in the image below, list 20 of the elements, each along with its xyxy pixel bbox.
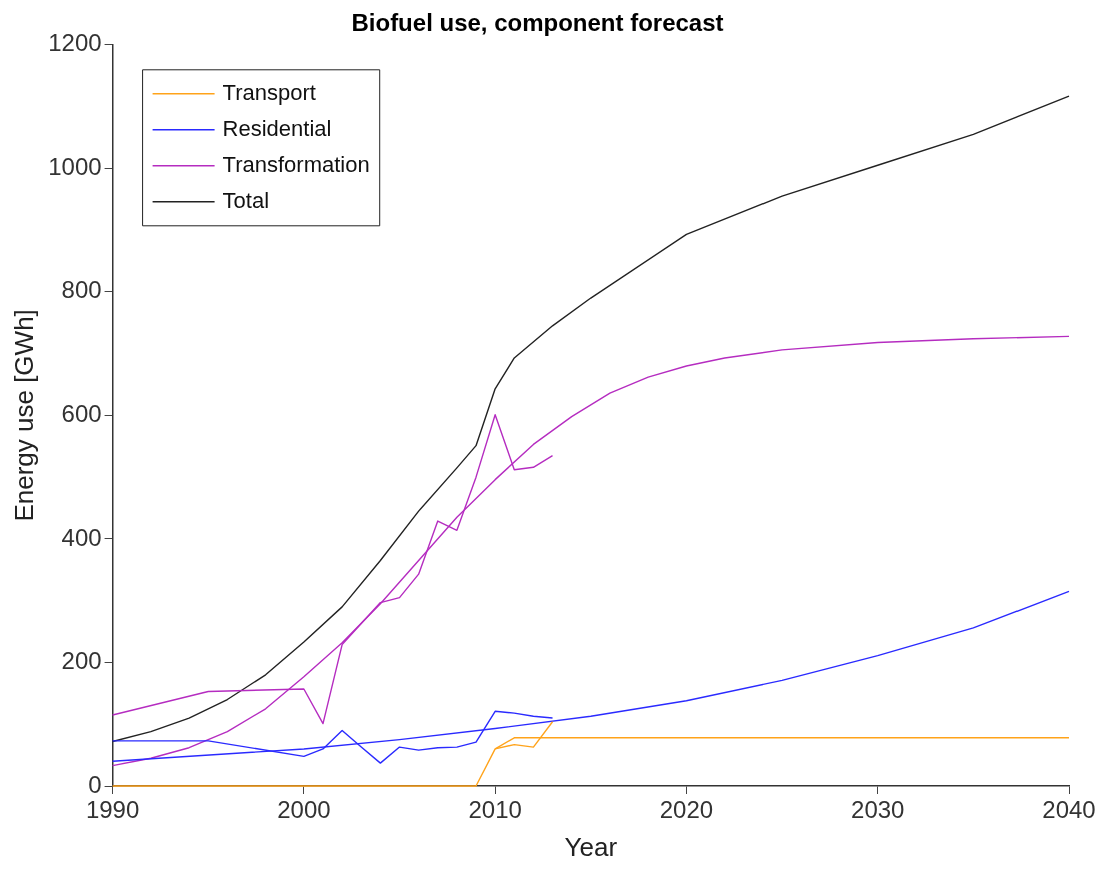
chart-title: Biofuel use, component forecast [351,9,724,37]
x-tick-label: 2030 [851,796,905,824]
x-axis-title: Year [564,831,618,862]
y-tick-label: 0 [88,770,102,798]
y-tick-label: 1000 [48,152,102,180]
x-tick-label: 2020 [659,796,714,824]
legend-label: Total [222,187,270,213]
legend-label: Residential [222,115,332,141]
y-axis-title: Energy use [GWh] [8,309,39,522]
legend-label: Transport [222,79,316,105]
y-tick-label: 400 [61,523,102,551]
y-tick-label: 1200 [48,29,102,57]
x-tick-label: 2010 [468,796,522,824]
y-tick-label: 800 [61,276,102,304]
x-tick-label: 2000 [277,796,331,824]
legend-label: Transformation [222,151,370,177]
x-tick-label: 1990 [85,796,140,824]
y-tick-label: 600 [61,400,102,428]
y-tick-label: 200 [61,647,102,675]
x-tick-label: 2040 [1042,796,1096,824]
